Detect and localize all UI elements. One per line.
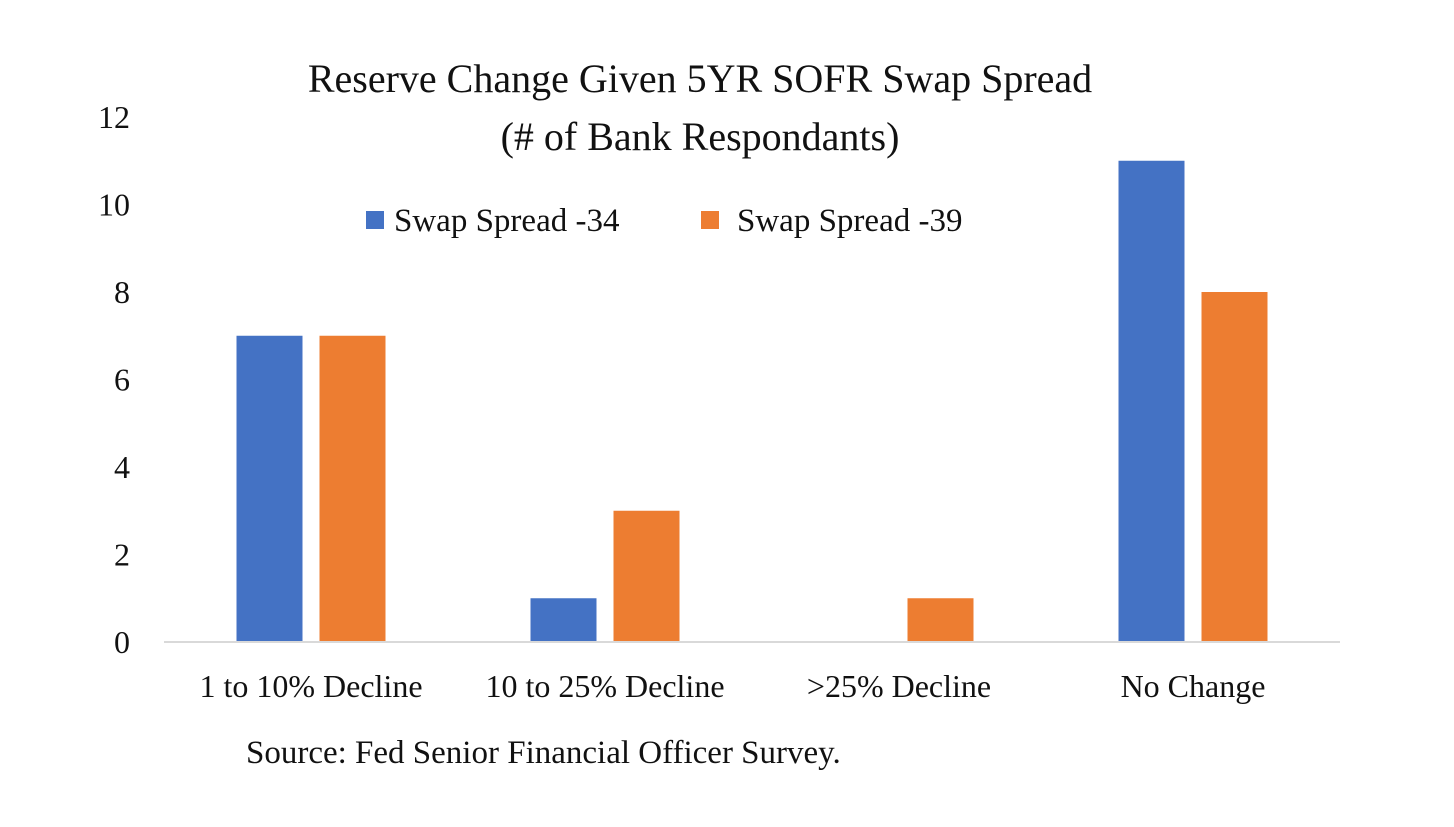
y-tick-label: 8	[114, 274, 130, 310]
bar-swap-spread-39-3	[1201, 292, 1268, 642]
legend: Swap Spread -34 Swap Spread -39	[366, 203, 962, 239]
y-tick-label: 10	[98, 187, 130, 223]
bar-swap-spread-34-3	[1118, 160, 1185, 642]
x-axis-labels: 1 to 10% Decline 10 to 25% Decline >25% De…	[199, 668, 1265, 704]
x-tick-label: >25% Decline	[807, 668, 991, 704]
source-note: Source: Fed Senior Financial Officer Sur…	[246, 735, 841, 771]
legend-swatch-swap-spread-34	[366, 211, 384, 229]
y-tick-label: 12	[98, 99, 130, 135]
y-tick-label: 2	[114, 537, 130, 573]
y-tick-label: 0	[114, 624, 130, 660]
bar-swap-spread-34-1	[530, 598, 597, 642]
bar-swap-spread-39-0	[319, 335, 386, 642]
bar-swap-spread-34-0	[236, 335, 303, 642]
legend-label-swap-spread-39: Swap Spread -39	[737, 203, 962, 239]
y-axis-ticks: 0 2 4 6 8 10 12	[98, 99, 130, 660]
bar-swap-spread-39-2	[907, 598, 974, 642]
chart-title: Reserve Change Given 5YR SOFR Swap Sprea…	[308, 56, 1092, 101]
bar-swap-spread-39-1	[613, 510, 680, 642]
y-tick-label: 4	[114, 449, 130, 485]
chart-subtitle: (# of Bank Respondants)	[501, 114, 900, 159]
x-tick-label: 10 to 25% Decline	[485, 668, 724, 704]
x-tick-label: No Change	[1121, 668, 1266, 704]
x-tick-label: 1 to 10% Decline	[199, 668, 422, 704]
bars	[236, 160, 1268, 642]
legend-label-swap-spread-34: Swap Spread -34	[394, 203, 619, 239]
legend-swatch-swap-spread-39	[701, 211, 719, 229]
y-tick-label: 6	[114, 362, 130, 398]
